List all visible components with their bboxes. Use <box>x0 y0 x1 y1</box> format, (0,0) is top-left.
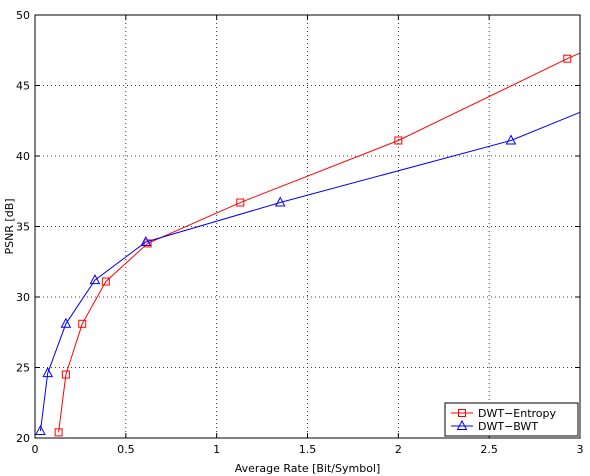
data-point <box>394 136 403 145</box>
data-point <box>78 319 87 328</box>
data-point <box>101 277 110 286</box>
x-tick-label: 2 <box>395 443 402 456</box>
data-point <box>236 198 245 207</box>
data-point <box>61 370 70 379</box>
legend-entry: DWT−BWT <box>451 419 538 433</box>
data-point <box>140 235 152 247</box>
series-0 <box>54 52 581 437</box>
tick-labels: 0 0.5 1 1.5 2 2.5 3 20 25 30 35 40 45 50 <box>16 9 584 456</box>
x-tick-label: 1.5 <box>299 443 317 456</box>
y-tick-label: 45 <box>16 80 30 93</box>
series-line <box>39 111 581 432</box>
data-point <box>274 196 286 207</box>
series-layer <box>35 52 581 437</box>
legend-marker <box>458 409 466 417</box>
x-tick-label: 0 <box>32 443 39 456</box>
y-tick-label: 25 <box>16 362 30 375</box>
x-tick-label: 2.5 <box>480 443 498 456</box>
y-axis-title: PSNR [dB] <box>3 198 16 254</box>
legend-entry: DWT−Entropy <box>451 407 557 420</box>
y-tick-label: 50 <box>16 9 30 22</box>
data-point <box>89 274 101 285</box>
data-point <box>563 54 572 63</box>
data-point <box>60 317 72 328</box>
data-point <box>35 424 46 435</box>
y-tick-label: 20 <box>16 432 30 445</box>
ticks <box>34 14 581 439</box>
x-tick-label: 3 <box>577 443 584 456</box>
legend-box <box>444 402 579 437</box>
legend-label: DWT−Entropy <box>478 407 557 420</box>
grid <box>35 15 580 438</box>
x-axis-title: Average Rate [Bit/Symbol] <box>235 462 381 475</box>
data-point <box>505 134 517 145</box>
y-tick-label: 40 <box>16 150 30 163</box>
series-line <box>58 52 581 433</box>
legend-marker <box>456 419 468 430</box>
legend-label: DWT−BWT <box>478 420 538 433</box>
series-1 <box>35 111 581 435</box>
x-tick-label: 0.5 <box>117 443 135 456</box>
data-point <box>42 367 54 378</box>
y-tick-label: 30 <box>16 291 30 304</box>
x-tick-label: 1 <box>213 443 220 456</box>
y-tick-label: 35 <box>16 221 30 234</box>
data-point <box>54 428 63 437</box>
